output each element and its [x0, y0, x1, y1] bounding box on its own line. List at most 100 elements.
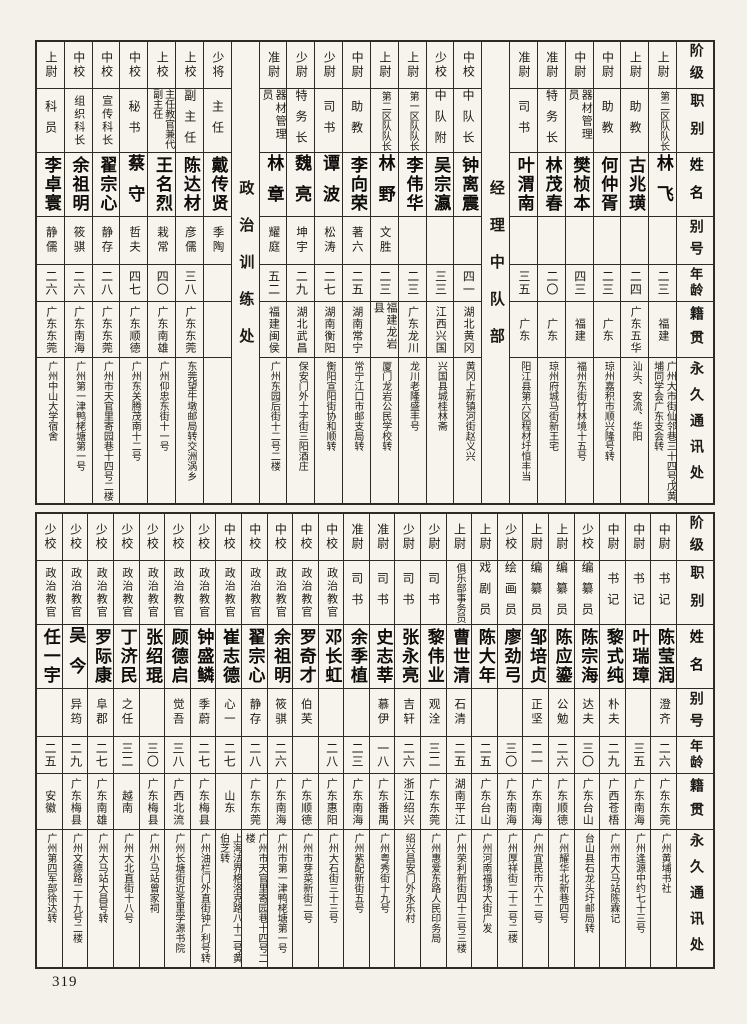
address-cell — [203, 357, 231, 503]
address-cell: 广州东园后街十二号二楼 — [259, 357, 287, 503]
address-text: 广州东关腾茂南十二号 — [129, 361, 141, 461]
age-text: 二九 — [68, 742, 83, 768]
header-title-label: 职别 — [688, 564, 704, 621]
rank-text: 中尉 — [606, 523, 621, 551]
alias-cell — [649, 216, 676, 264]
person-column: 少校 政治教官 丁济民 之任 三二 越南 广州大北直街十八号 — [113, 514, 140, 967]
age-cell: 二七 — [216, 736, 241, 773]
rank-cell: 少尉 — [421, 514, 446, 560]
age-cell: 四一 — [454, 264, 482, 301]
age-cell: 二六 — [36, 264, 64, 301]
header-age-cell: 年龄 — [677, 736, 713, 773]
age-cell: 四七 — [120, 264, 148, 301]
page-number: 319 — [52, 974, 78, 990]
address-cell: 广州大市街仙邻巷三十四号戊黄埔同学会广东支会转 — [649, 357, 676, 503]
name-cell: 翟宗心 — [92, 152, 120, 216]
name-text: 李向荣 — [347, 156, 367, 213]
address-cell: 广州中山大学宿舍 — [36, 357, 64, 503]
native-cell: 越南 — [113, 773, 139, 829]
age-cell: 二七 — [315, 264, 343, 301]
age-text: 三八 — [183, 270, 198, 296]
address-cell: 常宁江口市邮支局转 — [343, 357, 370, 503]
address-text: 广州仰忠东街十一号 — [157, 361, 169, 451]
address-text: 广州文德路二十九号二楼 — [70, 833, 82, 943]
native-text: 湖南衡阳 — [322, 305, 335, 354]
age-cell: 二八 — [241, 736, 267, 773]
native-cell: 浙江绍兴 — [395, 773, 421, 829]
native-cell: 广东顺德 — [549, 773, 574, 829]
person-column: 上尉 助教 古兆璜 二四 广东五华 汕头、安流、华阳 — [621, 42, 650, 503]
address-text: 阳江县第六区程材圩恒丰当 — [518, 361, 530, 481]
native-text: 福建龙岩县 — [372, 302, 397, 350]
title-cell: 副主任 — [176, 88, 203, 152]
title-cell: 编纂员 — [523, 560, 549, 624]
name-cell: 黎式纯 — [600, 624, 625, 688]
rank-cell: 少尉 — [315, 42, 342, 88]
address-cell: 广州仰忠东街十一号 — [148, 357, 176, 503]
name-cell: 谭波 — [315, 152, 343, 216]
rank-cell: 中尉 — [626, 514, 651, 560]
title-cell: 戏剧员 — [472, 560, 497, 624]
address-text: 汕头、安流、华阳 — [630, 361, 642, 441]
native-cell: 广东南海 — [523, 773, 549, 829]
address-text: 广州市天官里寄园巷十四号二楼 — [101, 361, 113, 501]
age-cell: 一八 — [369, 736, 395, 773]
alias-text: 静儒 — [44, 226, 57, 255]
rank-cell: 少校 — [191, 514, 216, 560]
name-text: 樊桢本 — [570, 156, 590, 213]
address-text: 广州小马站曾家祠 — [147, 833, 159, 913]
rank-cell: 少校 — [114, 514, 139, 560]
title-cell: 特务长 — [287, 88, 315, 152]
name-text: 任一宇 — [40, 628, 60, 685]
native-cell: 广东南雄 — [148, 301, 176, 357]
rank-cell: 中校 — [293, 514, 318, 560]
rank-text: 中校 — [71, 51, 86, 79]
address-cell: 广州耀华北新巷四号 — [549, 829, 574, 967]
name-text: 崔志德 — [219, 628, 239, 685]
age-text: 一八 — [375, 742, 390, 768]
alias-text: 彦儒 — [183, 226, 196, 255]
age-text: 二八 — [247, 742, 262, 768]
person-column: 中尉 助教 何仲胥 二三 广东 琼州嘉积市顺兴隆号转 — [593, 42, 622, 503]
native-text: 广东 — [517, 317, 530, 342]
title-text: 书记 — [605, 571, 620, 614]
name-cell: 叶渭南 — [510, 152, 537, 216]
person-column: 少校 编纂员 陈宗海 达夫 三〇 广东台山 台山县石龙头圩邮局转 — [574, 514, 601, 967]
title-cell: 第二区队队长 — [649, 88, 676, 152]
alias-cell: 慕伊 — [369, 688, 395, 736]
name-cell: 黎伟业 — [421, 624, 446, 688]
name-cell: 翟宗心 — [241, 624, 267, 688]
rank-text: 少校 — [171, 523, 186, 551]
name-text: 何仲胥 — [598, 156, 618, 213]
rank-cell: 少尉 — [287, 42, 314, 88]
name-text: 罗际康 — [91, 628, 111, 685]
native-cell: 广东南海 — [344, 773, 369, 829]
rank-text: 中尉 — [600, 51, 615, 79]
rank-cell: 上尉 — [447, 514, 472, 560]
header-age-label: 年龄 — [688, 739, 704, 771]
native-cell — [203, 301, 231, 357]
person-column: 少尉 司书 张永亮 吉轩 二六 浙江绍兴 绍兴昌安门外永乐村 — [395, 514, 422, 967]
person-column: 准尉 司书 叶渭南 三五 广东 阳江县第六区程材圩恒丰当 — [510, 42, 538, 503]
section-label: 经理中队部 — [487, 180, 504, 365]
rank-cell: 中尉 — [600, 514, 625, 560]
native-text: 广东梅县 — [197, 777, 210, 826]
age-cell: 四三 — [565, 264, 593, 301]
native-cell: 广东顺德 — [293, 773, 318, 829]
person-column: 少校 绘画员 廖劲弓 三〇 广东南海 广州厚祥街二十二号二楼 — [497, 514, 524, 967]
rank-text: 少尉 — [426, 523, 441, 551]
age-cell: 二九 — [600, 736, 625, 773]
title-cell: 助教 — [621, 88, 649, 152]
title-text: 器材管理员 — [567, 89, 593, 141]
title-text: 宣传科长 — [100, 94, 113, 147]
native-text: 广东南海 — [72, 305, 85, 354]
alias-text: 哲夫 — [128, 226, 141, 255]
title-cell: 特务长 — [537, 88, 565, 152]
age-cell: 三五 — [625, 736, 651, 773]
alias-text: 异筠 — [69, 698, 82, 727]
age-text: 二八 — [324, 742, 339, 768]
age-text: 二五 — [452, 742, 467, 768]
address-text: 台山县石龙头圩邮局转 — [582, 833, 594, 933]
rank-cell: 中尉 — [651, 514, 676, 560]
title-cell: 宣传科长 — [92, 88, 120, 152]
